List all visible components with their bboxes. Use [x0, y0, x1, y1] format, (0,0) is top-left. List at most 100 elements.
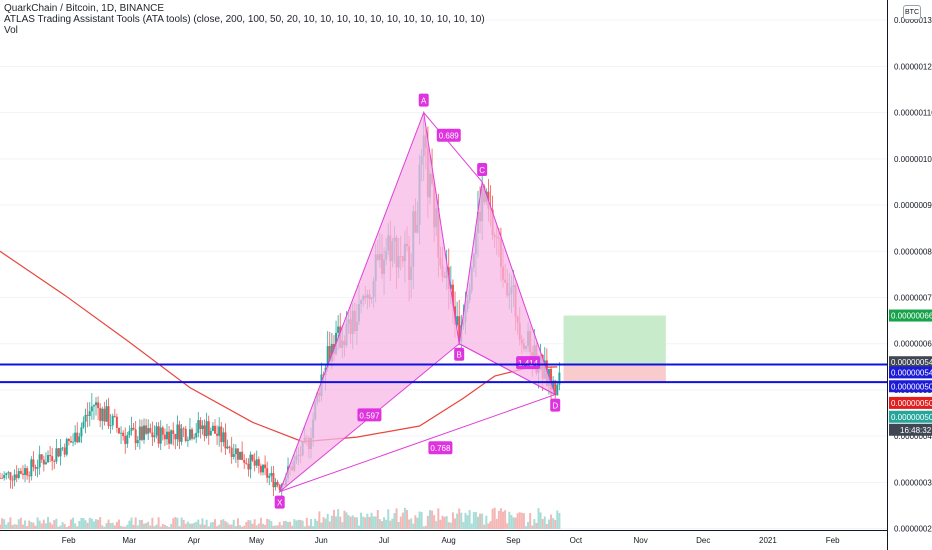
x-tick-label: Feb: [826, 536, 840, 545]
x-tick-label: Feb: [62, 536, 76, 545]
volume-bar: [447, 522, 450, 529]
volume-bar: [426, 515, 429, 529]
volume-bar: [504, 510, 507, 529]
volume-bar: [403, 507, 406, 529]
price-badge-text: 0.00000050: [891, 413, 932, 422]
volume-bar: [545, 524, 548, 529]
candle-body: [3, 475, 6, 479]
volume-bar: [454, 518, 457, 529]
volume-bar: [203, 524, 206, 529]
volume-bar: [42, 519, 45, 529]
pattern-ratio-line: [458, 343, 556, 396]
volume-bar: [322, 517, 325, 529]
volume-bar: [366, 513, 369, 529]
volume-bar: [182, 519, 185, 529]
ratio-label-bg: [436, 128, 461, 142]
candle-body: [211, 425, 214, 431]
volume-bar: [130, 517, 133, 529]
candle-body: [556, 384, 559, 396]
volume-bar: [479, 513, 482, 529]
volume-bar: [272, 525, 275, 529]
volume-bar: [36, 517, 39, 529]
candle-body: [251, 454, 254, 461]
volume-bar: [464, 512, 467, 529]
volume-bar: [257, 523, 260, 529]
candle-body: [247, 463, 250, 470]
candle-body: [232, 454, 235, 457]
volume-bar: [188, 523, 191, 529]
volume-bar: [437, 508, 440, 529]
price-badge: 0.00000066: [889, 309, 932, 322]
stop-zone: [563, 364, 666, 383]
candle-body: [143, 425, 146, 440]
candle-body: [44, 462, 47, 465]
currency-badge[interactable]: BTC: [903, 5, 921, 20]
volume-bar: [261, 523, 264, 529]
volume-bar: [291, 525, 294, 529]
candle-body: [186, 439, 189, 441]
candle-body: [159, 427, 162, 444]
volume-bar: [481, 513, 484, 529]
x-tick-label: Oct: [570, 536, 583, 545]
candle-body: [161, 427, 164, 435]
volume-bar: [15, 524, 18, 529]
volume-bar: [236, 518, 239, 529]
volume-bar: [508, 511, 511, 529]
volume-bar: [7, 522, 10, 529]
candle-body: [80, 427, 83, 437]
volume-bar: [186, 521, 189, 529]
volume-bar: [316, 520, 319, 529]
volume-bar: [128, 520, 131, 529]
volume-bar: [376, 510, 379, 529]
volume-bar: [276, 525, 279, 529]
volume-bar: [143, 523, 146, 529]
volume-bar: [17, 519, 20, 529]
candle-body: [558, 372, 561, 385]
volume-bar: [387, 509, 390, 529]
volume-group: [0, 507, 561, 529]
volume-bar: [378, 519, 381, 529]
volume-bar: [307, 525, 310, 529]
volume-bar: [113, 525, 116, 529]
candle-body: [272, 473, 275, 488]
volume-bar: [274, 525, 277, 529]
ratio-label: 0.597: [359, 411, 380, 420]
candle-body: [245, 462, 248, 464]
candle-body: [224, 432, 227, 449]
candle-body: [30, 459, 33, 477]
volume-bar: [153, 526, 156, 529]
volume-bar: [84, 520, 87, 529]
ratio-label: 0.689: [439, 132, 460, 141]
volume-bar: [134, 517, 137, 529]
volume-bar: [460, 512, 463, 529]
price-badge-text: 0.00000054: [891, 358, 932, 367]
candle-body: [140, 426, 143, 440]
volume-bar: [485, 515, 488, 529]
price-badge-bg: [889, 366, 932, 379]
volume-bar: [184, 523, 187, 529]
volume-bar: [180, 517, 183, 529]
volume-bar: [88, 517, 91, 529]
countdown-text: 16:48:32: [900, 426, 932, 435]
volume-bar: [401, 512, 404, 529]
volume-bar: [103, 526, 106, 529]
volume-bar: [224, 521, 227, 529]
volume-bar: [266, 518, 269, 529]
volume-title: Vol: [4, 25, 18, 36]
ratio-label-bg: [428, 441, 453, 455]
volume-bar: [408, 519, 411, 529]
volume-bar: [264, 524, 267, 529]
candle-body: [330, 344, 333, 362]
candle-body: [270, 473, 273, 476]
volume-bar: [228, 524, 231, 529]
price-badge: 0.00000054: [889, 366, 932, 379]
candle-body: [136, 440, 139, 444]
volume-bar: [424, 525, 427, 529]
candle-body: [42, 459, 45, 465]
volume-bar: [40, 523, 43, 529]
volume-bar: [32, 522, 35, 529]
candle-body: [234, 448, 237, 455]
candle-body: [153, 435, 156, 438]
